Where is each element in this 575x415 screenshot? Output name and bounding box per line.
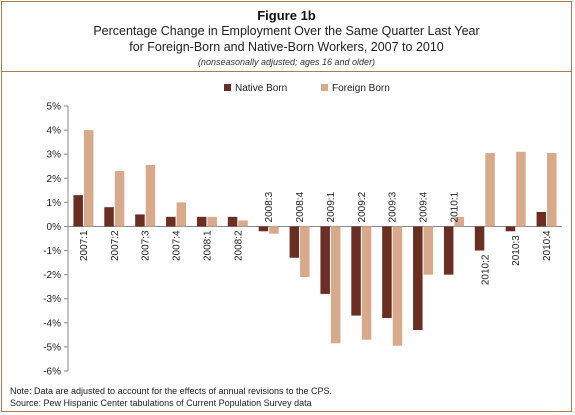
bar-native-born — [382, 226, 392, 318]
bar-foreign-born — [269, 226, 279, 234]
bar-native-born — [289, 226, 300, 258]
chart-subtitle: (nonseasonally adjusted; ages 16 and old… — [197, 57, 376, 67]
y-tick-label: 1% — [47, 198, 62, 209]
y-tick-label: 4% — [47, 126, 62, 137]
y-tick-label: -1% — [43, 246, 61, 257]
y-tick-label: 0% — [47, 222, 62, 233]
y-tick-label: 5% — [47, 102, 62, 113]
bar-foreign-born — [207, 216, 217, 227]
bar-foreign-born — [361, 226, 372, 340]
chart-title-line2: for Foreign-Born and Native-Born Workers… — [129, 40, 444, 54]
x-tick-label: 2008:4 — [295, 191, 306, 222]
bar-foreign-born — [176, 202, 187, 227]
x-tick-label: 2007:4 — [172, 230, 183, 261]
x-tick-label: 2010:3 — [511, 235, 522, 266]
x-tick-label: 2010:4 — [542, 230, 553, 261]
x-tick-label: 2008:1 — [202, 230, 213, 261]
x-tick-label: 2007:1 — [79, 230, 90, 261]
bar-native-born — [196, 216, 207, 227]
x-tick-label: 2010:1 — [449, 191, 460, 222]
bar-foreign-born — [238, 220, 248, 227]
bar-foreign-born — [330, 226, 341, 344]
bar-foreign-born — [114, 171, 125, 227]
bar-native-born — [227, 216, 238, 227]
bar-native-born — [505, 226, 516, 232]
bar-foreign-born — [145, 165, 156, 227]
bar-native-born — [104, 207, 114, 227]
bar-foreign-born — [392, 226, 403, 346]
bar-native-born — [413, 226, 423, 331]
bar-native-born — [320, 226, 330, 294]
bar-native-born — [351, 226, 361, 316]
bar-native-born — [258, 226, 269, 232]
legend-swatch-native-born — [224, 84, 231, 91]
bar-native-born — [443, 226, 454, 275]
figure-label: Figure 1b — [257, 8, 316, 23]
bar-native-born — [73, 195, 83, 227]
source-text: Source: Pew Hispanic Center tabulations … — [10, 398, 312, 408]
bar-native-born — [474, 226, 485, 251]
notes: Note: Data are adjusted to account for t… — [10, 385, 332, 409]
legend-label-native-born: Native Born — [235, 83, 287, 94]
x-tick-label: 2009:4 — [419, 191, 430, 222]
chart-title-line1: Percentage Change in Employment Over the… — [93, 24, 480, 38]
bar-native-born — [536, 212, 547, 227]
legend-swatch-foreign-born — [321, 84, 328, 91]
x-tick-label: 2007:3 — [141, 230, 152, 261]
y-tick-label: -4% — [43, 318, 61, 329]
bar-foreign-born — [300, 226, 310, 278]
x-tick-label: 2009:1 — [326, 191, 337, 222]
bar-chart: 5% 4% 3% 2% 1% 0% -1% -2% -3% -4% -5% -6% 2007:1 2007… — [43, 83, 562, 378]
figure-header: Figure 1b Percentage Change in Employmen… — [2, 2, 571, 72]
x-tick-label: 2010:2 — [480, 254, 491, 285]
bar-foreign-born — [83, 130, 94, 227]
y-tick-label: -2% — [43, 270, 61, 281]
bar-native-born — [166, 216, 176, 227]
y-tick-label: 2% — [47, 174, 62, 185]
bar-native-born — [135, 214, 145, 227]
bar-foreign-born — [423, 226, 434, 275]
y-tick-label: -3% — [43, 294, 61, 305]
bar-foreign-born — [516, 151, 526, 227]
x-tick-label: 2008:2 — [233, 230, 244, 261]
note-text: Note: Data are adjusted to account for t… — [10, 386, 333, 396]
bar-foreign-born — [485, 152, 495, 227]
bar-foreign-born — [547, 152, 557, 227]
y-tick-label: -5% — [43, 342, 61, 353]
y-tick-label: -6% — [43, 367, 61, 378]
x-tick-label: 2007:2 — [110, 230, 121, 261]
legend-label-foreign-born: Foreign Born — [332, 83, 390, 94]
x-tick-label: 2009:2 — [357, 191, 368, 222]
x-tick-label: 2009:3 — [388, 191, 399, 222]
bar-foreign-born — [454, 216, 464, 227]
x-tick-label: 2008:3 — [264, 191, 275, 222]
y-tick-label: 3% — [47, 150, 62, 161]
